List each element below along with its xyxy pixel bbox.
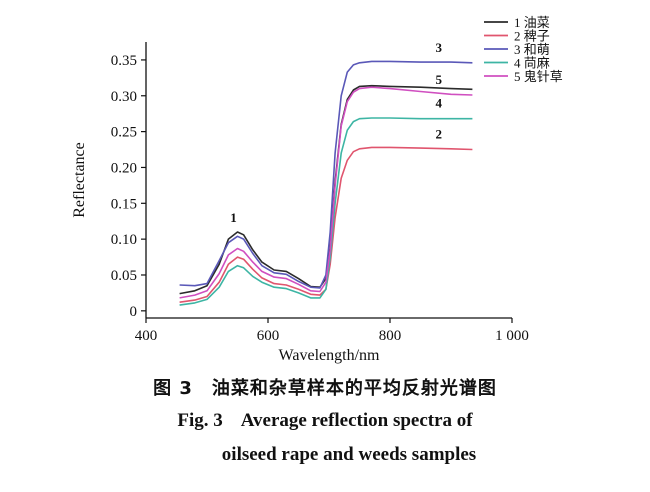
y-tick-label: 0 <box>130 304 138 320</box>
legend-label-2: 2 稗子 <box>514 29 550 44</box>
x-tick-label: 800 <box>379 328 402 344</box>
x-axis-title: Wavelength/nm <box>279 347 380 364</box>
series-label-4: 4 <box>436 96 443 111</box>
caption-english-line2: oilseed rape and weeds samples <box>221 444 477 465</box>
series-line-4 <box>179 117 473 306</box>
series-label-1: 1 <box>230 210 237 225</box>
x-tick-label: 400 <box>135 328 158 344</box>
series-line-1 <box>179 84 473 295</box>
y-tick-label: 0.10 <box>111 232 137 248</box>
legend-label-5: 5 鬼针草 <box>514 69 563 84</box>
y-tick-label: 0.15 <box>111 196 137 212</box>
series-line-5 <box>179 86 473 299</box>
legend-label-1: 1 油菜 <box>514 15 550 30</box>
y-tick-label: 0.35 <box>111 53 137 69</box>
caption-english-line1: Fig. 3 Average reflection spectra of <box>177 410 473 431</box>
x-tick-label: 1 000 <box>495 328 529 344</box>
legend: 1 油菜2 稗子3 和萌4 苘麻5 鬼针草 <box>484 15 563 84</box>
series-line-2 <box>179 146 473 303</box>
caption-chinese: 图 3 油菜和杂草样本的平均反射光谱图 <box>153 378 497 399</box>
series-label-5: 5 <box>436 72 443 87</box>
reflectance-chart: 400 600 800 1 000 0 0.05 0.10 0.15 0.20 0.25 0.30 0… <box>71 15 563 364</box>
axes: 400 600 800 1 000 0 0.05 0.10 0.15 0.20 0.25 0.30 0… <box>71 42 529 364</box>
y-tick-label: 0.20 <box>111 160 137 176</box>
series-layer <box>179 60 473 306</box>
y-tick-label: 0.05 <box>111 268 137 284</box>
y-axis-title: Reflectance <box>71 142 88 218</box>
legend-label-4: 4 苘麻 <box>514 56 550 71</box>
legend-label-3: 3 和萌 <box>514 42 550 57</box>
series-line-3 <box>179 60 473 289</box>
y-tick-label: 0.30 <box>111 89 137 105</box>
series-label-3: 3 <box>436 40 443 55</box>
y-tick-label: 0.25 <box>111 125 137 141</box>
series-labels: 1 2 3 4 5 <box>230 40 442 225</box>
x-tick-label: 600 <box>257 328 280 344</box>
series-label-2: 2 <box>436 127 443 142</box>
